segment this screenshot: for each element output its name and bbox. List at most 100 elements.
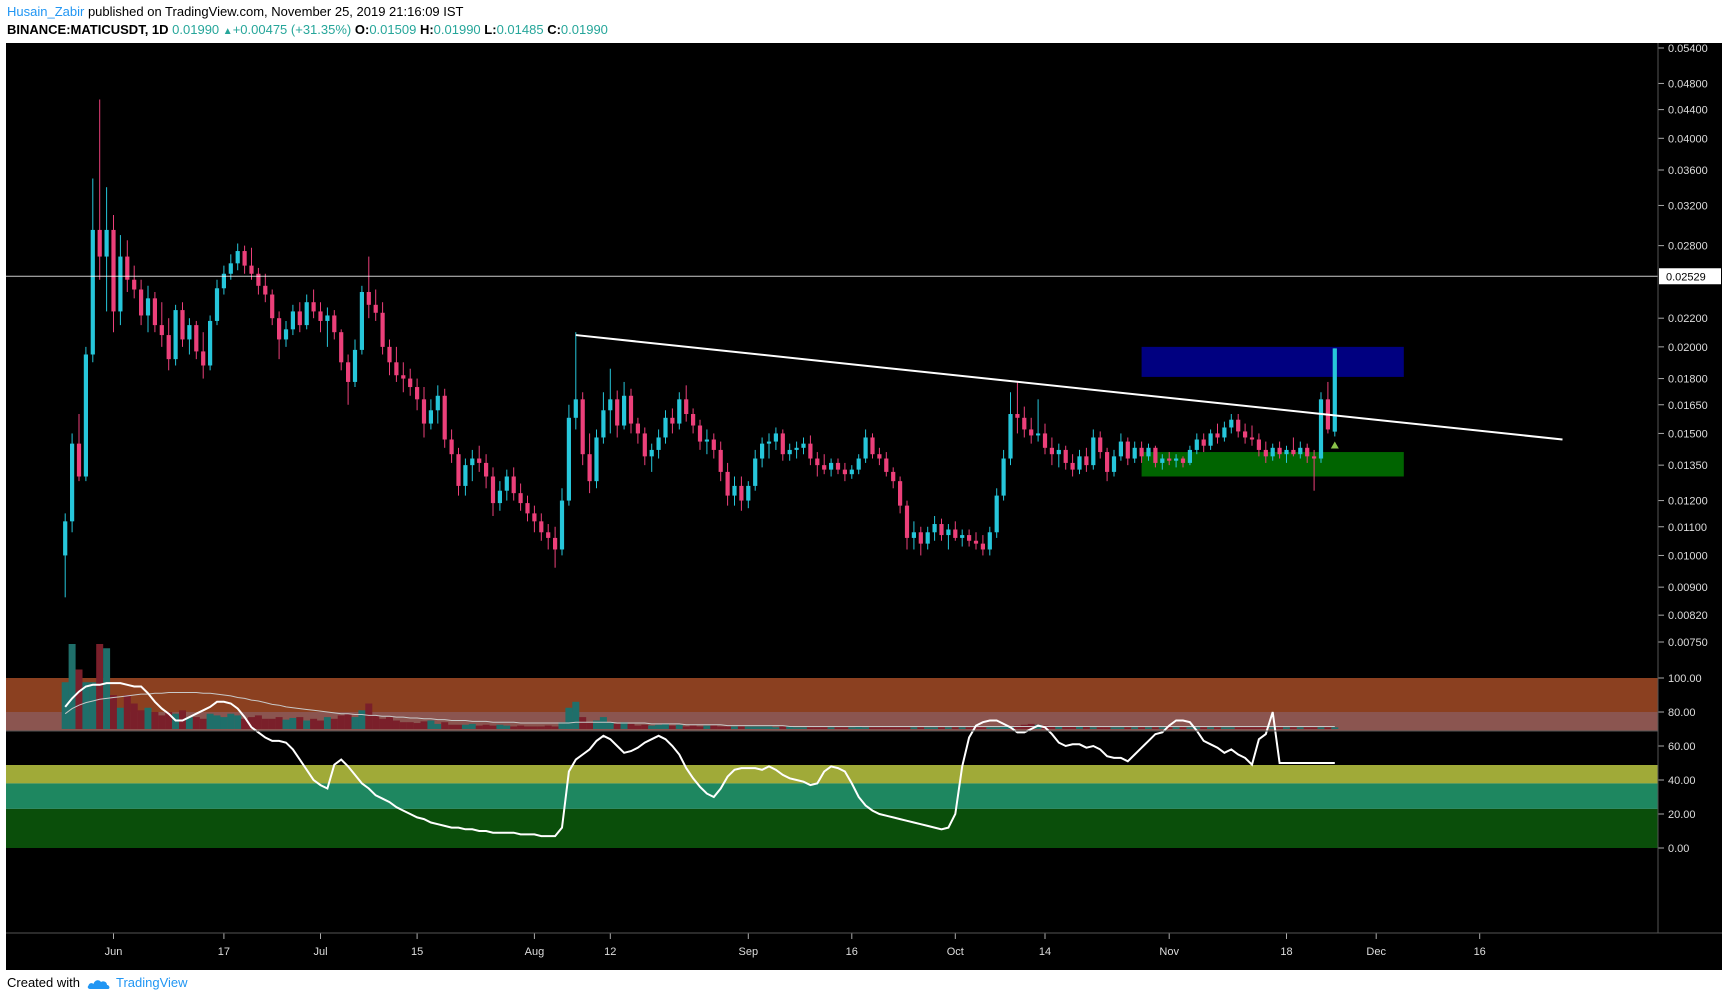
volume-bar — [1124, 727, 1132, 729]
candle-body — [1105, 452, 1110, 472]
candle — [159, 302, 164, 347]
price-tick-label: 0.05400 — [1668, 43, 1708, 55]
candle — [1277, 441, 1282, 459]
candle-body — [221, 273, 226, 289]
volume-bar — [392, 720, 400, 729]
oscillator-band — [6, 678, 1658, 712]
candle-body — [525, 503, 530, 514]
time-axis-background — [6, 932, 1722, 970]
volume-bar — [1207, 727, 1215, 729]
candle — [173, 304, 178, 366]
candle-body — [1022, 417, 1027, 430]
volume-bar — [1055, 726, 1063, 729]
volume-bar — [489, 725, 497, 729]
volume-bar — [869, 727, 876, 729]
candle — [70, 433, 75, 533]
candle — [697, 419, 703, 450]
author-link[interactable]: Husain_Zabir — [7, 4, 85, 19]
candlesticks[interactable] — [63, 99, 1337, 598]
low-value: 0.01485 — [496, 22, 544, 37]
time-tick-label: Oct — [947, 946, 964, 958]
symbol-label[interactable]: BINANCE:MATICUSDT, 1D — [7, 22, 169, 37]
open-label: O: — [354, 22, 370, 37]
candle-body — [173, 310, 178, 360]
candle — [1001, 449, 1006, 501]
volume-bar — [551, 726, 559, 729]
candle — [221, 265, 226, 295]
candle-body — [587, 454, 592, 482]
candle-body — [415, 387, 420, 400]
candle-body — [1270, 447, 1275, 457]
volume-bar — [627, 723, 635, 729]
volume-bar — [1110, 727, 1118, 729]
candle-body — [732, 485, 737, 496]
volume-bar — [800, 727, 807, 729]
candle — [408, 368, 413, 396]
candle-body — [946, 529, 951, 536]
candle-body — [435, 395, 440, 411]
candle-body — [532, 513, 537, 522]
oscillator-tick-label: 40.00 — [1668, 775, 1696, 787]
candle-body — [497, 490, 502, 504]
candle — [1167, 452, 1172, 466]
volume-bar — [848, 727, 856, 729]
candle-body — [1215, 433, 1220, 438]
price-tick-label: 0.00820 — [1668, 610, 1708, 622]
tradingview-link[interactable]: TradingView — [116, 975, 188, 990]
trendline — [575, 334, 1563, 441]
candle — [870, 433, 875, 459]
volume-bar — [254, 715, 262, 729]
volume-bar — [758, 726, 766, 729]
candle — [1208, 429, 1213, 450]
volume-bar — [227, 713, 235, 729]
volume-bar — [572, 701, 580, 729]
volume-bar — [524, 726, 531, 729]
time-tick-label: 17 — [218, 946, 230, 958]
candle-body — [1153, 447, 1158, 463]
candle — [877, 447, 882, 466]
candle-body — [1222, 427, 1227, 438]
volume-bar — [199, 718, 207, 729]
candle-body — [1332, 348, 1337, 432]
volume-bar — [434, 723, 442, 729]
candle — [684, 385, 689, 422]
candle-body — [1091, 437, 1096, 466]
candle-body — [546, 532, 551, 538]
candle — [125, 240, 130, 293]
candle — [815, 452, 820, 477]
candle — [152, 292, 157, 333]
volume-bar — [372, 715, 380, 729]
volume-bar — [1324, 727, 1332, 729]
volume-bar — [944, 727, 952, 729]
volume-bar — [1062, 726, 1070, 729]
candle — [339, 329, 344, 371]
volume-bar — [530, 726, 538, 729]
candle — [490, 467, 496, 517]
candle — [194, 320, 199, 360]
candle — [932, 516, 937, 541]
candle — [608, 368, 613, 434]
candle-body — [490, 476, 496, 504]
candle-body — [152, 298, 157, 326]
candle — [76, 414, 82, 482]
oscillator-line — [64, 682, 1335, 838]
candle-body — [263, 285, 268, 295]
candle-body — [63, 521, 68, 556]
volume-bar — [310, 718, 318, 729]
candle — [180, 302, 185, 347]
volume-bar — [938, 727, 945, 729]
volume-bar — [317, 720, 324, 729]
candle — [346, 354, 351, 405]
candle — [132, 265, 137, 299]
candle — [497, 481, 502, 511]
candle — [746, 481, 751, 509]
chart-canvas[interactable]: 0.05400 0.04800 0.04400 0.04000 0.03600 0.032… — [0, 43, 1722, 973]
candle-body — [477, 458, 482, 463]
candle-body — [553, 537, 558, 550]
candle-body — [801, 443, 806, 448]
candle-body — [352, 349, 358, 382]
candle-body — [559, 500, 565, 550]
candle-body — [1284, 449, 1289, 455]
volume-bar — [558, 722, 566, 729]
volume-bar — [793, 727, 801, 729]
